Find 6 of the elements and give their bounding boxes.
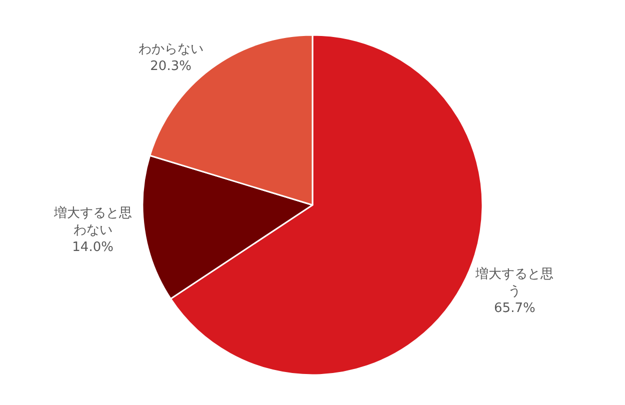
slice-label: 増大すると思わない	[52, 205, 132, 238]
data-label: 14.0%	[72, 240, 114, 255]
slice-label: 増大すると思う	[474, 266, 554, 300]
data-label: 20.3%	[150, 59, 192, 74]
slice-label: わからない	[138, 42, 204, 58]
data-label: 65.7%	[494, 300, 536, 316]
